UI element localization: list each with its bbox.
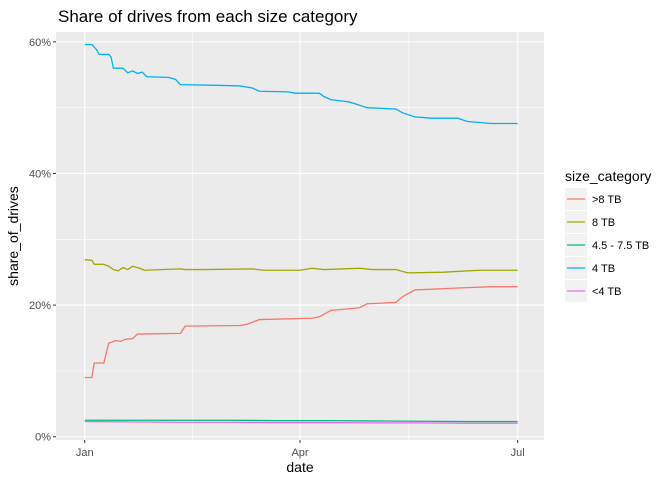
y-tick-label: 60% <box>29 37 51 49</box>
series-line <box>84 286 518 379</box>
legend-label: 4.5 - 7.5 TB <box>592 240 649 252</box>
series-lines <box>84 43 518 424</box>
legend-label: 8 TB <box>592 217 615 229</box>
legend-title: size_category <box>565 168 651 184</box>
series-line <box>84 420 518 424</box>
major-gridlines <box>56 32 544 440</box>
legend: size_category >8 TB 8 TB 4.5 - 7.5 TB 4 TB <… <box>565 168 651 302</box>
chart-title: Share of drives from each size category <box>58 7 358 26</box>
x-tick-label: Jul <box>511 447 525 459</box>
y-tick-label: 0% <box>35 432 51 444</box>
x-tick-label: Apr <box>291 447 308 459</box>
x-axis-title: date <box>286 459 313 475</box>
y-tick-label: 20% <box>29 300 51 312</box>
x-tick-label: Jan <box>76 447 94 459</box>
legend-label: 4 TB <box>592 263 615 275</box>
y-tick-label: 40% <box>29 168 51 180</box>
y-axis-title: share_of_drives <box>5 186 21 286</box>
axes: 0% 20% 40% 60% Jan Apr Jul <box>29 37 525 459</box>
legend-label: <4 TB <box>592 286 621 298</box>
series-line <box>84 259 518 274</box>
series-line <box>84 43 518 125</box>
series-line <box>84 419 518 423</box>
legend-label: >8 TB <box>592 194 621 206</box>
